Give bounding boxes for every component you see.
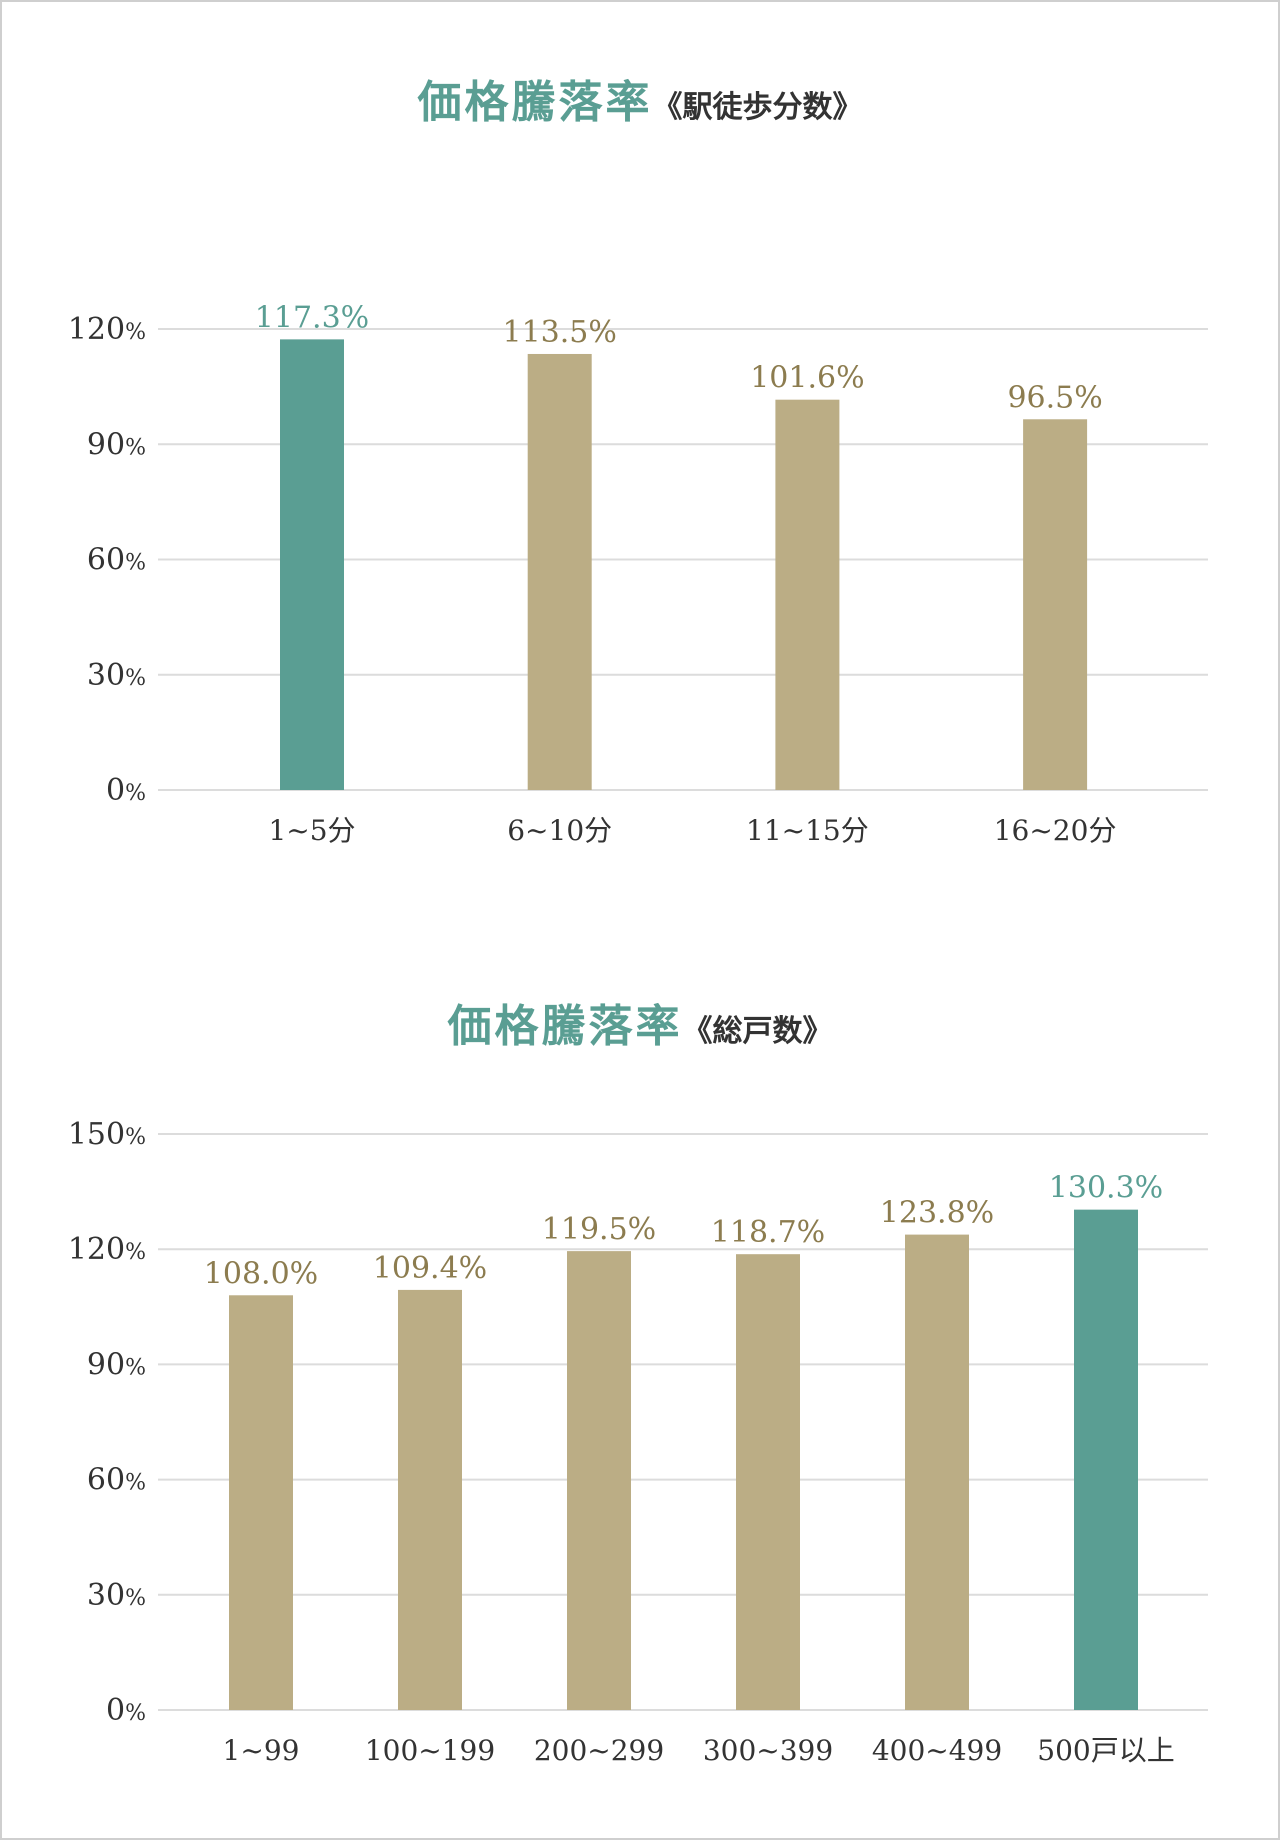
x-tick-label: 1~99 [223,1734,300,1767]
data-label: 130.3% [1049,1171,1163,1206]
bar [398,1289,462,1710]
y-tick-label: 30% [87,658,146,693]
x-tick-label: 200~299 [534,1734,664,1767]
y-tick-label: 30% [87,1578,146,1613]
x-tick-label: 11~15分 [746,814,869,847]
x-tick-label: 1~5分 [268,814,355,847]
chart-title-walking-minutes: 価格騰落率《駅徒歩分数》 [0,66,1280,130]
y-tick-label: 0% [106,1693,146,1728]
data-label: 117.3% [255,300,369,335]
data-label: 96.5% [1007,380,1102,415]
y-tick-label: 60% [87,543,146,578]
bar [905,1234,969,1710]
data-label: 108.0% [204,1256,318,1291]
data-label: 119.5% [542,1212,656,1247]
bar-chart-total-units: 0% 30% 60% 90% 120% 150% 108.0% 1~99 109.4% 100~1… [68,1117,1208,1767]
x-tick-label: 100~199 [365,1734,495,1767]
x-tick-label: 300~399 [703,1734,833,1767]
y-tick-label: 120% [68,312,146,347]
bar [736,1254,800,1710]
bar [280,339,344,790]
y-tick-label: 150% [68,1117,146,1152]
x-tick-label: 400~499 [872,1734,1002,1767]
y-tick-label: 90% [87,1347,146,1382]
bar-chart-walking-minutes: 0% 30% 60% 90% 120% 117.3% 1~5分 113.5% 6~10分 101.… [68,300,1208,847]
bar [567,1251,631,1710]
chart-subtitle: 《総戸数》 [682,1014,833,1049]
chart-title: 価格騰落率 [447,1001,683,1052]
bar [775,399,840,790]
x-tick-label: 16~20分 [994,814,1117,847]
y-tick-label: 120% [68,1232,146,1267]
bar [1074,1209,1138,1710]
x-tick-label: 500戸以上 [1037,1734,1174,1767]
data-label: 109.4% [373,1251,487,1286]
data-label: 118.7% [711,1215,825,1250]
y-tick-label: 60% [87,1463,146,1498]
bar [1023,419,1088,790]
bar [229,1295,293,1710]
chart-title: 価格騰落率 [417,77,653,128]
x-tick-label: 6~10分 [507,814,612,847]
data-label: 113.5% [503,315,617,350]
data-label: 123.8% [880,1196,994,1231]
y-tick-label: 0% [106,773,146,808]
chart-title-total-units: 価格騰落率《総戸数》 [0,990,1280,1054]
y-tick-label: 90% [87,427,146,462]
chart-subtitle: 《駅徒歩分数》 [652,90,863,125]
data-label: 101.6% [750,361,864,396]
bar [527,353,592,790]
